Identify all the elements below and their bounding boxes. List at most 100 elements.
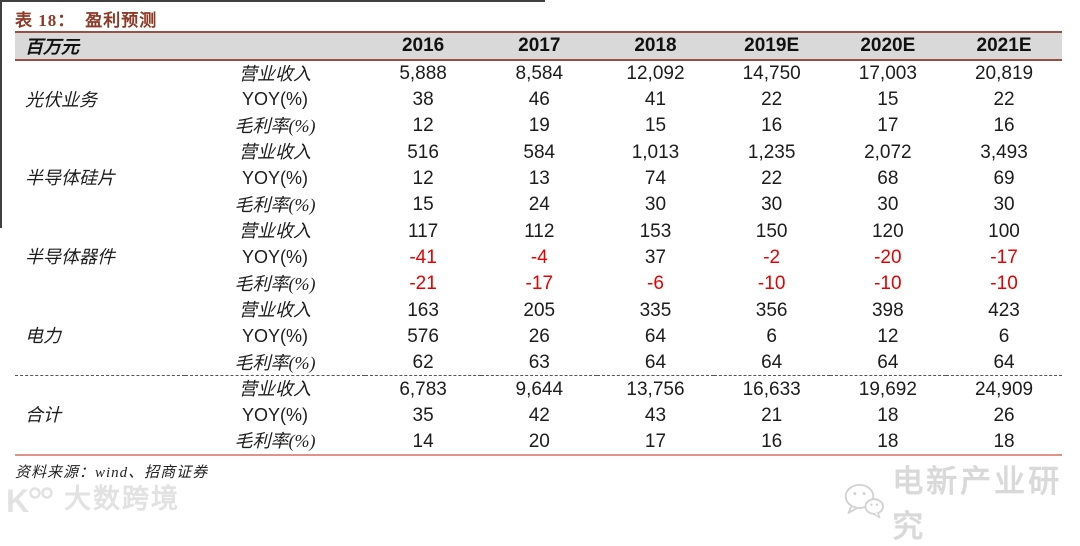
- table-row: YOY(%) 576 26 64 6 12 6: [15, 323, 1062, 349]
- value-cell: -20: [874, 246, 902, 268]
- year-header: 2021E: [945, 31, 1063, 61]
- value-cell: 30: [761, 194, 783, 216]
- group-label: 半导体硅片: [25, 168, 115, 189]
- value-cell: 15: [644, 115, 667, 137]
- header-row: 百万元 2016 2017 2018 2019E 2020E 2021E: [15, 31, 1063, 61]
- value-cell: 18: [877, 430, 899, 452]
- table-row: 毛利率(%) 14 20 17 16 18 18: [15, 429, 1062, 455]
- value-cell: 398: [871, 299, 904, 321]
- value-cell: 17,003: [858, 63, 917, 85]
- value-cell: 30: [993, 194, 1015, 216]
- metric-label: YOY(%): [241, 326, 308, 347]
- value-cell: 14: [412, 430, 434, 452]
- table-row: 毛利率(%) 15 24 30 30 30 30: [15, 192, 1062, 218]
- value-cell: 6,783: [365, 375, 482, 403]
- value-cell: 356: [755, 299, 788, 321]
- value-cell: 163: [407, 299, 439, 321]
- metric-label: YOY(%): [241, 168, 308, 189]
- value-cell: 584: [523, 141, 556, 163]
- table-title: 表 18： 盈利预测: [15, 6, 157, 31]
- table-row: 合计 营业收入 6,783 9,644 13,756 16,633 19,692 24,909: [15, 375, 1063, 455]
- value-cell: 74: [644, 167, 667, 189]
- value-cell: 5,888: [399, 63, 447, 85]
- value-cell: 37: [644, 246, 667, 268]
- metric-label: YOY(%): [241, 405, 308, 426]
- metric-label: 毛利率(%): [234, 273, 316, 294]
- source-note: 资料来源：wind、招商证券: [15, 465, 209, 481]
- value-cell: 16: [761, 430, 783, 452]
- value-cell: 1,013: [631, 141, 680, 163]
- value-cell: 153: [639, 220, 672, 242]
- value-cell: 16: [993, 115, 1015, 137]
- table-row: 毛利率(%) 62 63 64 64 64 64: [15, 350, 1062, 376]
- value-cell: -6: [647, 273, 664, 295]
- watermark-left: K 大数跨境: [6, 477, 180, 516]
- profit-forecast-table: 百万元 2016 2017 2018 2019E 2020E 2021E 光伏业务 营业收入…: [15, 31, 1063, 456]
- value-cell: 205: [523, 299, 556, 321]
- table-row: YOY(%) 12 13 74 22 68 69: [15, 165, 1062, 191]
- table-body: 光伏业务 营业收入 5,888 8,584 12,092 14,750 17,003 20,8…: [15, 60, 1063, 455]
- value-cell: 112: [524, 220, 555, 242]
- value-cell: 62: [412, 352, 434, 374]
- value-cell: 22: [761, 167, 783, 189]
- value-cell: 15: [412, 194, 434, 216]
- value-cell: 17: [644, 430, 667, 452]
- table-row: 光伏业务 营业收入 5,888 8,584 12,092 14,750 17,003 20,8…: [15, 60, 1062, 109]
- watermark-right-label: 电新产业研究: [892, 464, 1063, 544]
- table-row: 毛利率(%) 12 19 15 16 17 16: [15, 113, 1062, 139]
- value-cell: 26: [993, 404, 1015, 426]
- dashu-logo-icon: K: [6, 483, 53, 516]
- value-cell: 516: [407, 141, 439, 163]
- value-cell: 30: [644, 194, 667, 216]
- table-row: 半导体器件 营业收入 117 112 153 150 120 100: [15, 218, 1062, 267]
- value-cell: 30: [877, 194, 899, 216]
- value-cell: 150: [755, 220, 788, 242]
- table-header: 百万元 2016 2017 2018 2019E 2020E 2021E: [15, 31, 1063, 61]
- value-cell: 64: [761, 352, 783, 374]
- value-cell: 19: [528, 115, 550, 137]
- value-cell: 100: [988, 220, 1020, 242]
- metric-label: YOY(%): [241, 89, 308, 110]
- value-cell: 22: [761, 88, 783, 110]
- metric-label: 营业收入: [239, 63, 311, 84]
- page-edge-top-line: [0, 0, 545, 2]
- value-cell: -41: [409, 246, 437, 268]
- value-cell: 63: [528, 352, 550, 374]
- year-header: 2016: [365, 31, 482, 61]
- value-cell: -17: [990, 246, 1018, 268]
- metric-label: 毛利率(%): [234, 352, 316, 373]
- value-cell: 14,750: [742, 63, 801, 85]
- value-cell: -2: [763, 246, 781, 268]
- year-header: 2018: [597, 31, 714, 61]
- table-row: YOY(%) -41 -4 37 -2 -20 -17: [15, 244, 1062, 270]
- value-cell: 20: [528, 430, 550, 452]
- value-cell: 64: [993, 352, 1015, 374]
- value-cell: 19,692: [829, 375, 946, 403]
- value-cell: 26: [528, 325, 550, 347]
- year-header: 2017: [481, 31, 598, 61]
- value-cell: 41: [644, 88, 667, 110]
- metric-label: 营业收入: [239, 300, 311, 321]
- value-cell: 38: [412, 88, 434, 110]
- metric-label: 毛利率(%): [234, 194, 316, 215]
- value-cell: 13: [528, 167, 550, 189]
- unit-header: 百万元: [15, 31, 365, 61]
- value-cell: -10: [757, 273, 786, 295]
- table-row: 半导体硅片 营业收入 516 584 1,013 1,235 2,072 3,493: [15, 139, 1062, 188]
- value-cell: 117: [407, 220, 439, 242]
- value-cell: 12: [412, 167, 434, 189]
- value-cell: 6: [766, 325, 777, 347]
- value-cell: 46: [528, 88, 550, 110]
- group-label: 光伏业务: [25, 89, 97, 110]
- value-cell: 12: [412, 115, 434, 137]
- value-cell: 42: [528, 404, 550, 426]
- value-cell: 12,092: [626, 63, 685, 85]
- table-title-text: 盈利预测: [85, 11, 158, 30]
- value-cell: -4: [530, 246, 548, 268]
- value-cell: 6: [998, 325, 1010, 347]
- metric-label: 毛利率(%): [234, 115, 316, 136]
- value-cell: 15: [877, 88, 899, 110]
- value-cell: 120: [871, 220, 904, 242]
- group-label: 合计: [15, 375, 185, 455]
